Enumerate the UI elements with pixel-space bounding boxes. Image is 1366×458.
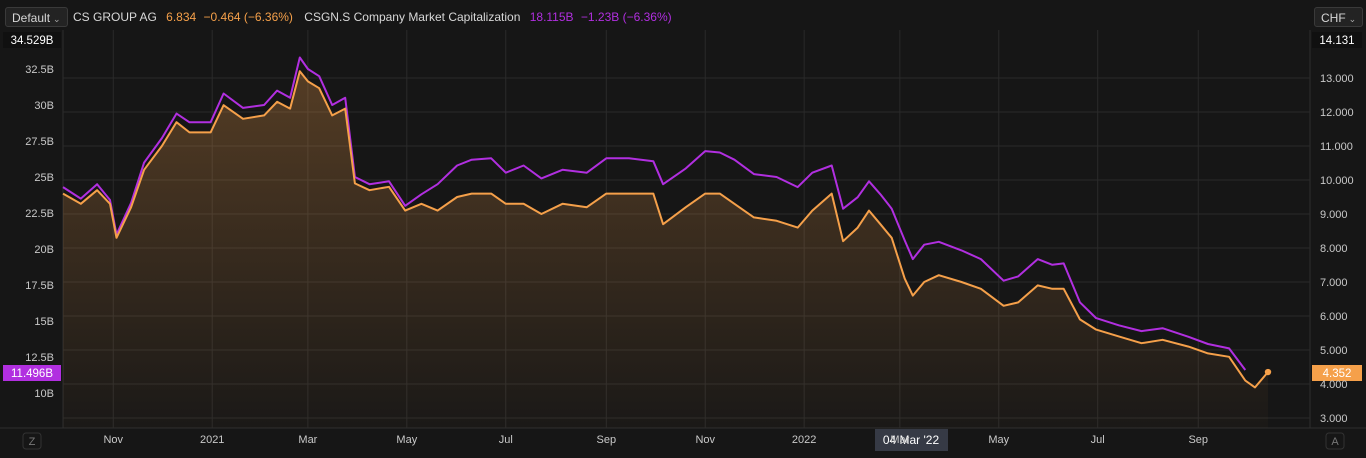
right-tick-label: 10.000 (1320, 175, 1354, 187)
price-last-point (1264, 368, 1272, 376)
zoom-icon: Z (29, 436, 36, 448)
left-tick-label: 22.5B (25, 208, 54, 220)
x-tick-label: Sep (597, 434, 617, 446)
left-tick-label: 10B (34, 388, 54, 400)
right-top-badge-label: 14.131 (1319, 35, 1354, 47)
left-current-badge (3, 365, 61, 381)
auto-scale-icon: A (1331, 436, 1339, 448)
left-top-badge-label: 34.529B (11, 35, 54, 47)
x-tick-label: Nov (103, 434, 123, 446)
left-tick-label: 32.5B (25, 64, 54, 76)
legend-series-1-name: CS GROUP AG (73, 10, 157, 24)
right-tick-label: 6.000 (1320, 311, 1348, 323)
left-tick-label: 17.5B (25, 280, 54, 292)
left-current-badge-label: 11.496B (11, 368, 53, 380)
zoom-toggle-button[interactable] (22, 432, 42, 450)
legend-series-1-price: 6.834 (166, 10, 197, 24)
crosshair-date-badge (875, 429, 948, 451)
series-line-price (62, 70, 1269, 389)
right-tick-label: 13.000 (1320, 73, 1354, 85)
legend-series-1-change: −0.464 (−6.36%) (203, 10, 293, 24)
chevron-down-icon: ⌄ (53, 14, 61, 24)
left-tick-label: 27.5B (25, 136, 54, 148)
left-tick-label: 12.5B (25, 352, 54, 364)
right-current-badge-label: 4.352 (1323, 368, 1352, 380)
price-area (63, 71, 1268, 428)
right-current-badge (1312, 365, 1362, 381)
left-tick-label: 25B (34, 172, 54, 184)
x-tick-label: 2022 (792, 434, 816, 446)
right-tick-label: 8.000 (1320, 243, 1348, 255)
right-tick-label: 7.000 (1320, 277, 1348, 289)
left-tick-label: 15B (34, 316, 54, 328)
crosshair-date-label: 04 Mar '22 (883, 433, 940, 447)
x-tick-label: May (988, 434, 1009, 446)
default-layout-label: Default (12, 11, 51, 25)
right-tick-label: 11.000 (1320, 141, 1353, 153)
x-tick-label: Mar (298, 434, 317, 446)
left-tick-label: 30B (34, 100, 54, 112)
right-tick-label: 9.000 (1320, 209, 1348, 221)
right-tick-label: 4.000 (1320, 379, 1348, 391)
series-line-market-cap (62, 56, 1247, 371)
x-tick-label: 2021 (200, 434, 224, 446)
right-top-badge (1312, 32, 1362, 48)
legend-series-2-change: −1.23B (−6.36%) (580, 10, 672, 24)
chevron-down-icon: ⌄ (1348, 14, 1357, 24)
x-tick-label: Nov (695, 434, 715, 446)
x-tick-label: Sep (1188, 434, 1208, 446)
legend-series-2-value: 18.115B (529, 10, 574, 24)
right-tick-label: 3.000 (1320, 413, 1348, 425)
currency-label: CHF (1321, 11, 1346, 25)
currency-button[interactable]: CHF ⌄ (1314, 7, 1364, 27)
legend: CS GROUP AG 6.834 −0.464 (−6.36%) CSGN.S… (73, 6, 672, 28)
auto-scale-button[interactable] (1325, 432, 1345, 450)
x-tick-label: Mar (890, 434, 909, 446)
default-layout-button[interactable]: Default ⌄ (5, 7, 68, 27)
right-tick-label: 12.000 (1320, 107, 1354, 119)
left-tick-label: 20B (34, 244, 54, 256)
left-top-badge (3, 32, 61, 48)
x-tick-label: Jul (1091, 434, 1105, 446)
legend-series-2-name: CSGN.S Company Market Capitalization (304, 10, 521, 24)
x-tick-label: May (396, 434, 417, 446)
right-tick-label: 5.000 (1320, 345, 1348, 357)
x-tick-label: Jul (499, 434, 513, 446)
